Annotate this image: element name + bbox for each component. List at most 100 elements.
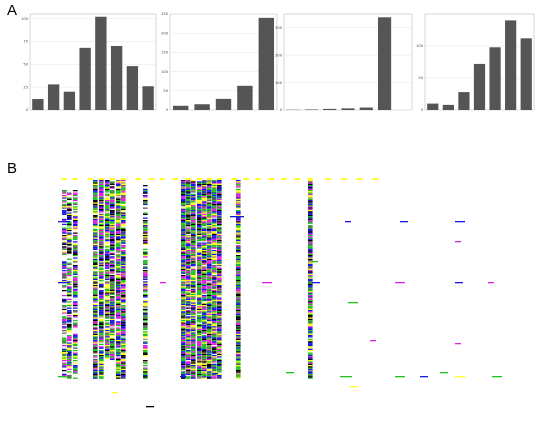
heatmap-cell: [181, 322, 186, 324]
heatmap-cell: [236, 313, 241, 316]
heatmap-cell: [202, 242, 207, 244]
heatmap-cell: [202, 313, 207, 316]
heatmap-cell: [181, 252, 186, 254]
heatmap-cell: [116, 180, 121, 182]
heatmap-cell: [121, 318, 126, 321]
heatmap-cell: [217, 248, 222, 251]
heatmap-cell: [143, 198, 148, 201]
heatmap-cell: [105, 346, 110, 348]
heatmap-cell: [181, 272, 186, 274]
heatmap-cell: [143, 336, 148, 338]
heatmap-cell: [191, 195, 196, 197]
heatmap-cell: [121, 315, 126, 317]
heatmap-cell: [236, 206, 241, 208]
heatmap-cell: [236, 271, 241, 273]
heatmap-cell: [181, 250, 186, 252]
heatmap-cell: [212, 302, 217, 304]
heatmap-cell: [236, 331, 241, 333]
heatmap-cell: [143, 320, 148, 322]
heatmap-cell: [105, 301, 110, 303]
heatmap-cell: [93, 256, 98, 258]
heatmap-cell: [62, 263, 67, 266]
heatmap-cell: [202, 208, 207, 211]
heatmap-cell: [62, 318, 67, 321]
heatmap-cell: [121, 332, 126, 334]
heatmap-cell: [202, 213, 207, 216]
heatmap-cell: [116, 307, 121, 309]
heatmap-cell: [116, 233, 121, 236]
heatmap-cell: [207, 183, 212, 186]
heatmap-cell: [181, 371, 186, 373]
heatmap-cell: [62, 280, 67, 282]
heatmap-cell: [308, 222, 313, 224]
heatmap-cell: [236, 326, 241, 328]
heatmap-cell: [202, 341, 207, 343]
heatmap-cell: [212, 206, 217, 208]
heatmap-cell: [197, 198, 202, 201]
heatmap-cell: [236, 320, 241, 322]
heatmap-cell: [217, 190, 222, 192]
heatmap-cell: [93, 217, 98, 219]
heatmap-cell: [186, 272, 191, 274]
heatmap-cell: [181, 212, 186, 214]
heatmap-cell: [236, 200, 241, 202]
heatmap-cell: [93, 286, 98, 288]
heatmap-cell: [236, 283, 241, 286]
heatmap-cell: [308, 363, 313, 366]
heatmap-cell: [207, 231, 212, 233]
heatmap-cell: [212, 213, 217, 216]
heatmap-cell: [143, 291, 148, 293]
heatmap-cell: [236, 258, 241, 261]
heatmap-cell: [217, 197, 222, 199]
heatmap-cell: [93, 258, 98, 261]
heatmap-cell: [236, 228, 241, 231]
heatmap-cell: [116, 287, 121, 289]
heatmap-cell: [217, 287, 222, 289]
heatmap-cell: [181, 311, 186, 313]
heatmap-cell: [73, 232, 78, 234]
heatmap-cell: [143, 290, 148, 292]
heatmap-cell: [67, 286, 72, 288]
heatmap-cell: [217, 285, 222, 287]
heatmap-cell: [73, 198, 78, 201]
heatmap-cell: [186, 250, 191, 252]
heatmap-cell: [181, 312, 186, 314]
heatmap-cell: [105, 182, 110, 184]
heatmap-cell: [236, 346, 241, 348]
heatmap-cell: [62, 270, 67, 272]
heatmap-cell: [105, 326, 110, 328]
heatmap-cell: [212, 215, 217, 217]
heatmap-cell: [186, 278, 191, 281]
heatmap-cell: [212, 323, 217, 326]
heatmap-cell: [62, 238, 67, 241]
heatmap-cell: [62, 357, 67, 359]
bar: [95, 16, 107, 110]
heatmap-cell: [202, 361, 207, 363]
heatmap-cell: [207, 203, 212, 206]
heatmap-cell: [202, 320, 207, 322]
heatmap-cell: [121, 311, 126, 313]
heatmap-cell: [202, 267, 207, 269]
heatmap-cell: [207, 373, 212, 376]
heatmap-cell: [236, 218, 241, 221]
heatmap-cell: [236, 276, 241, 278]
heatmap-cell: [116, 241, 121, 243]
heatmap-cell: [207, 357, 212, 359]
heatmap-cell: [99, 265, 104, 267]
heatmap-cell: [186, 240, 191, 242]
heatmap-cell: [308, 238, 313, 241]
bar: [215, 98, 232, 110]
heatmap-cell: [110, 266, 115, 268]
heatmap-cell: [197, 336, 202, 338]
heatmap-cell: [116, 348, 121, 351]
heatmap-cell: [202, 343, 207, 346]
heatmap-cell: [73, 212, 78, 214]
heatmap-cell: [308, 303, 313, 306]
heatmap-cell: [105, 278, 110, 281]
heatmap-cell: [62, 355, 67, 357]
heatmap-cell: [62, 193, 67, 196]
heatmap-cell: [121, 240, 126, 242]
heatmap-cell: [93, 232, 98, 234]
heatmap-cell: [212, 231, 217, 233]
heatmap-cell: [236, 211, 241, 213]
